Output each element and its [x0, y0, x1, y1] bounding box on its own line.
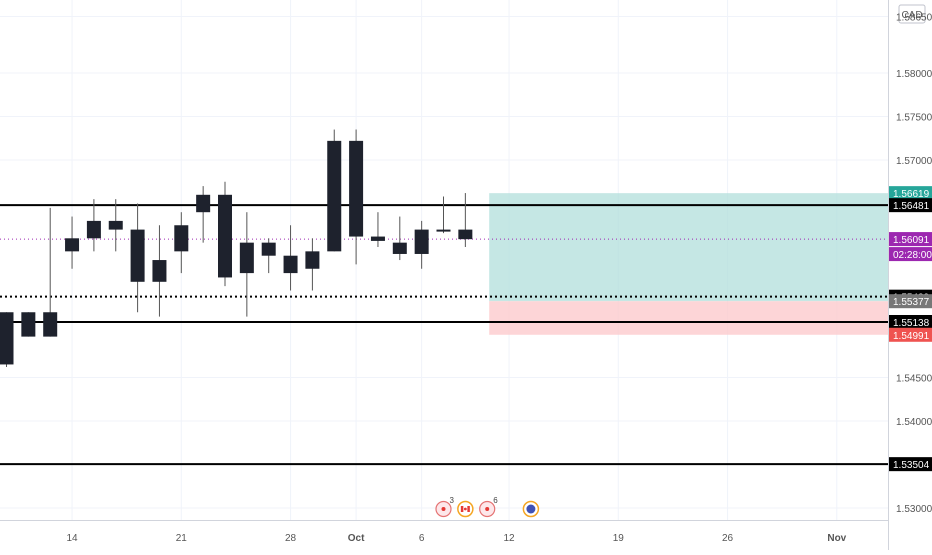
candle-body — [174, 225, 188, 251]
price-badge-text: 1.56091 — [893, 235, 930, 246]
candle — [240, 212, 254, 316]
candle — [458, 193, 472, 247]
position-tool[interactable] — [489, 193, 888, 335]
candle-body — [393, 243, 407, 254]
candle-body — [262, 243, 276, 256]
candle — [174, 212, 188, 273]
candle-body — [458, 230, 472, 240]
price-badge[interactable]: 1.54991 — [889, 328, 932, 342]
candle-body — [87, 221, 101, 238]
event-dot — [442, 507, 446, 511]
candle — [43, 208, 57, 337]
price-tick-label: 1.58000 — [896, 69, 932, 80]
candle — [415, 221, 429, 269]
price-badge[interactable]: 1.53504 — [889, 457, 932, 471]
price-badge[interactable]: 1.56481 — [889, 198, 932, 212]
price-badge-text: 1.55377 — [893, 297, 930, 308]
price-badge[interactable]: 1.55377 — [889, 294, 932, 308]
candle-body — [43, 312, 57, 336]
candle — [393, 217, 407, 260]
date-tick-label: Oct — [348, 533, 365, 544]
candle — [262, 238, 276, 273]
candle — [87, 199, 101, 251]
price-badge[interactable]: 1.55138 — [889, 315, 932, 329]
price-tick-label: 1.54500 — [896, 374, 932, 385]
price-tick-label: 1.57500 — [896, 113, 932, 124]
candle-body — [196, 195, 210, 212]
candle-body — [240, 243, 254, 273]
date-tick-label: 28 — [285, 533, 297, 544]
candle-body — [349, 141, 363, 237]
candle-body — [21, 312, 35, 336]
candle — [109, 199, 123, 251]
date-tick-label: 21 — [176, 533, 188, 544]
candle — [0, 312, 14, 367]
candle — [349, 130, 363, 265]
price-badge-text: 1.54991 — [893, 331, 930, 342]
price-badge-text: 1.55138 — [893, 318, 930, 329]
candle-body — [152, 260, 166, 282]
candle — [21, 312, 35, 336]
candle — [305, 238, 319, 290]
price-badge-text: 1.56481 — [893, 201, 930, 212]
price-badge[interactable]: 1.56619 — [889, 186, 932, 200]
candle-body — [371, 237, 385, 241]
economic-event-icon[interactable]: 6 — [480, 496, 499, 517]
candle — [131, 204, 145, 313]
price-badge[interactable]: 1.56091 02:28:00 — [889, 232, 932, 261]
canada-flag-icon[interactable] — [458, 502, 473, 517]
candle-body — [415, 230, 429, 254]
economic-event-icon[interactable]: 3 — [436, 496, 455, 517]
time-axis[interactable]: 14 21 28 Oct 6 12 19 26 Nov — [0, 521, 888, 545]
candle — [327, 130, 341, 252]
candle-body — [218, 195, 232, 278]
candle — [437, 197, 451, 234]
earth-globe-icon[interactable] — [523, 502, 538, 517]
date-tick-label: 6 — [419, 533, 425, 544]
price-badge-text: 1.53504 — [893, 460, 930, 471]
candle-body — [305, 251, 319, 268]
event-count: 3 — [450, 496, 455, 505]
candle-body — [65, 238, 79, 251]
date-tick-label: Nov — [827, 533, 846, 544]
candles — [0, 130, 472, 368]
candle-body — [327, 141, 341, 251]
date-tick-label: 14 — [66, 533, 78, 544]
globe-core — [526, 505, 535, 514]
candle-body — [437, 230, 451, 232]
profit-zone[interactable] — [489, 193, 888, 301]
flag-leaf — [464, 508, 467, 511]
candle-body — [284, 256, 298, 273]
price-tick-label: 1.54000 — [896, 417, 932, 428]
candle-body — [131, 230, 145, 282]
event-count: 6 — [493, 496, 498, 505]
price-axis[interactable]: CAD1.586501.580001.575001.570001.545001.… — [889, 0, 932, 550]
candle-body — [109, 221, 123, 230]
candle — [65, 217, 79, 269]
candle — [284, 225, 298, 290]
date-tick-label: 12 — [503, 533, 515, 544]
candle — [218, 182, 232, 286]
price-tick-label: 1.53000 — [896, 504, 932, 515]
flag-right — [467, 506, 470, 512]
candle — [371, 212, 385, 247]
candle — [196, 186, 210, 243]
event-dot — [485, 507, 489, 511]
price-tick-label: 1.57000 — [896, 156, 932, 167]
date-tick-label: 26 — [722, 533, 734, 544]
price-tick-label: 1.58650 — [896, 12, 932, 23]
candle-body — [0, 312, 14, 364]
date-tick-label: 19 — [613, 533, 625, 544]
flag-left — [461, 506, 464, 512]
countdown-text: 02:28:00 — [893, 250, 932, 261]
loss-zone[interactable] — [489, 301, 888, 335]
